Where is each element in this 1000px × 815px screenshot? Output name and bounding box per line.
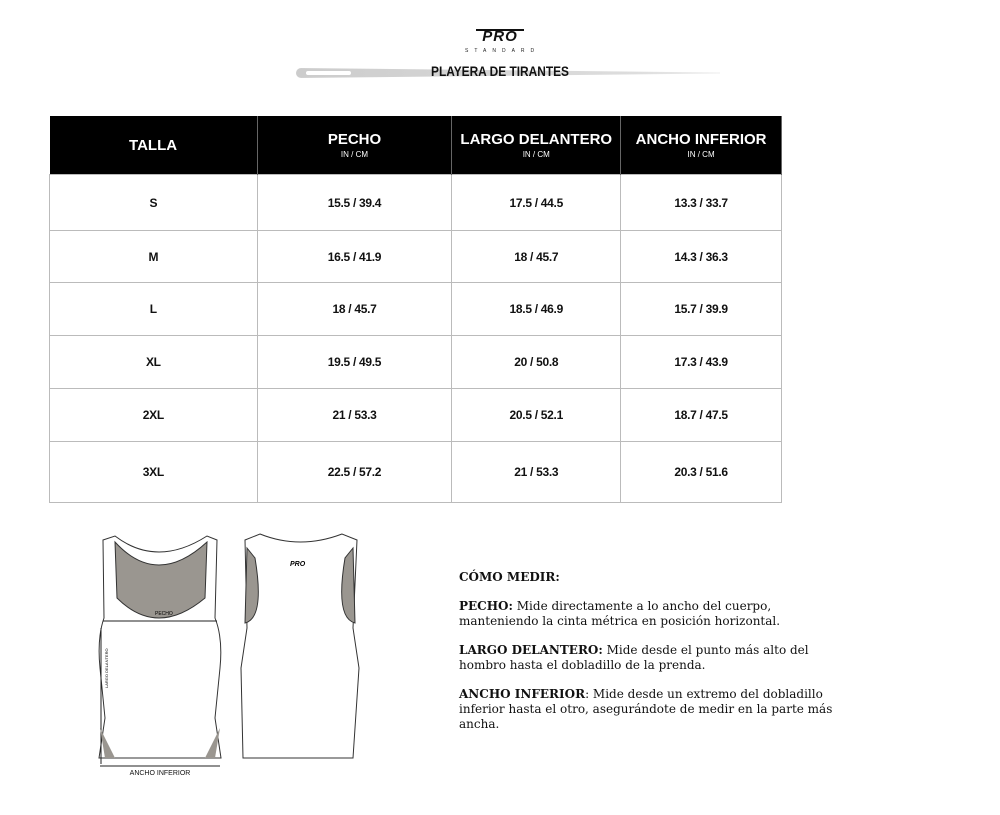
table-cell: S	[49, 174, 258, 231]
column-header: ANCHO INFERIOR IN / CM	[620, 116, 782, 175]
instruction-pecho: PECHO: Mide directamente a lo ancho del …	[459, 599, 781, 628]
table-cell: L	[49, 282, 258, 336]
largo-label: LARGO DELANTERO	[104, 648, 109, 688]
size-table: TALLA PECHO IN / CM LARGO DELANTERO IN / CM A…	[49, 116, 782, 503]
table-cell: 14.3 / 36.3	[620, 230, 782, 283]
table-cell: 18 / 45.7	[451, 230, 622, 283]
table-row: S 15.5 / 39.4 17.5 / 44.5 13.3 / 33.7	[49, 174, 782, 231]
table-cell: 17.5 / 44.5	[451, 174, 622, 231]
pecho-label: PECHO	[155, 611, 173, 617]
table-cell: 20.5 / 52.1	[451, 388, 622, 442]
how-heading: CÓMO MEDIR:	[459, 570, 560, 584]
table-cell: 17.3 / 43.9	[620, 335, 782, 389]
column-header: PECHO IN / CM	[257, 116, 453, 175]
table-cell: 21 / 53.3	[256, 388, 453, 442]
page-title: PLAYERA DE TIRANTES	[431, 63, 569, 79]
table-cell: 13.3 / 33.7	[620, 174, 782, 231]
table-cell: 3XL	[49, 441, 258, 503]
how-to-measure: CÓMO MEDIR: PECHO: Mide directamente a l…	[459, 570, 849, 746]
instruction-ancho: ANCHO INFERIOR: Mide desde un extremo de…	[459, 687, 833, 731]
back-logo: PRO	[290, 561, 306, 568]
brand-logo: PRO STANDARD	[465, 28, 541, 54]
instruction-largo: LARGO DELANTERO: Mide desde el punto más…	[459, 643, 809, 672]
table-cell: M	[49, 230, 258, 283]
tank-top-diagram: PECHO LARGO DELANTERO ANCHO INFERIOR PRO	[98, 533, 360, 777]
needle-graphic	[296, 68, 720, 78]
table-cell: 2XL	[49, 388, 258, 442]
front-view	[98, 535, 222, 767]
table-cell: 20.3 / 51.6	[620, 441, 782, 503]
table-cell: 21 / 53.3	[451, 441, 622, 503]
table-cell: 15.5 / 39.4	[256, 174, 453, 231]
table-row: 3XL 22.5 / 57.2 21 / 53.3 20.3 / 51.6	[49, 441, 782, 503]
table-row: XL 19.5 / 49.5 20 / 50.8 17.3 / 43.9	[49, 335, 782, 389]
ancho-label: ANCHO INFERIOR	[130, 770, 191, 777]
table-row: M 16.5 / 41.9 18 / 45.7 14.3 / 36.3	[49, 230, 782, 283]
table-cell: 18.5 / 46.9	[451, 282, 622, 336]
table-row: 2XL 21 / 53.3 20.5 / 52.1 18.7 / 47.5	[49, 388, 782, 442]
table-cell: 18.7 / 47.5	[620, 388, 782, 442]
column-header: LARGO DELANTERO IN / CM	[451, 116, 622, 175]
table-cell: 16.5 / 41.9	[256, 230, 453, 283]
table-cell: XL	[49, 335, 258, 389]
table-cell: 20 / 50.8	[451, 335, 622, 389]
table-cell: 22.5 / 57.2	[256, 441, 453, 503]
table-cell: 15.7 / 39.9	[620, 282, 782, 336]
table-cell: 18 / 45.7	[256, 282, 453, 336]
back-view	[240, 533, 360, 759]
column-header: TALLA	[49, 116, 258, 175]
table-row: L 18 / 45.7 18.5 / 46.9 15.7 / 39.9	[49, 282, 782, 336]
table-cell: 19.5 / 49.5	[256, 335, 453, 389]
